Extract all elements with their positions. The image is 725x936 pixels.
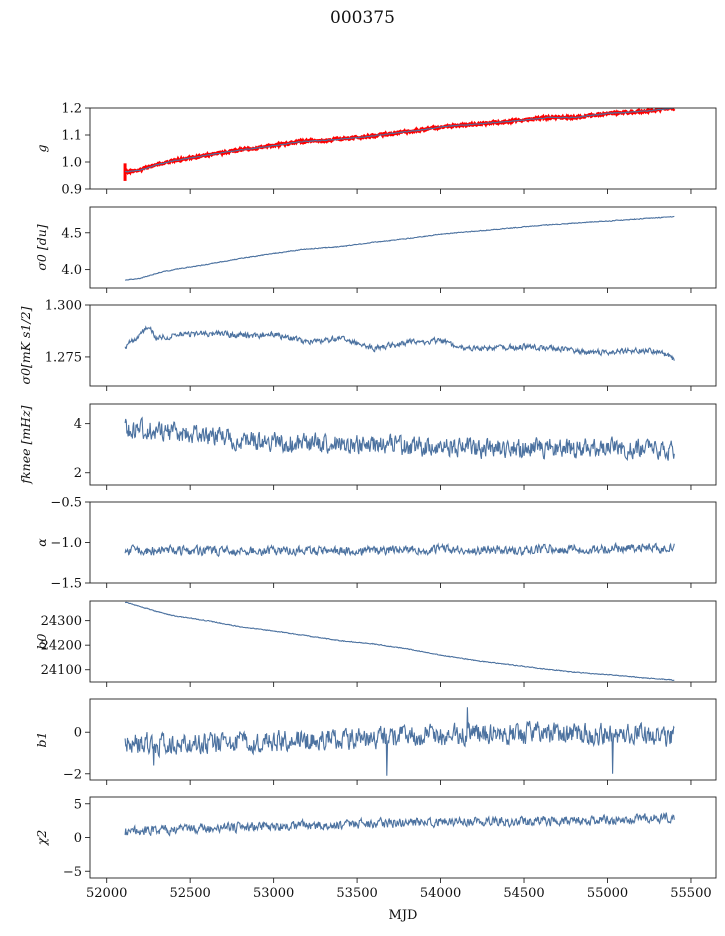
axes-frame bbox=[89, 600, 717, 683]
x-tick-label: 54500 bbox=[503, 886, 544, 901]
subplot-2: 4.0 4.5 σ0 [du] bbox=[34, 206, 717, 293]
y-axis-label: b1 bbox=[34, 732, 49, 748]
y-axis-label: σ0 [du] bbox=[34, 224, 49, 270]
series-line-6-1 bbox=[124, 601, 675, 681]
series-line-4-1 bbox=[124, 416, 675, 462]
series-line-3-1 bbox=[124, 325, 675, 361]
y-tick-label: 1.300 bbox=[45, 299, 82, 314]
y-tick-label: 1.2 bbox=[61, 102, 82, 117]
y-tick-label: 0.9 bbox=[61, 183, 82, 198]
y-tick-label: 4.5 bbox=[61, 226, 82, 241]
y-tick-label: 1.1 bbox=[61, 129, 82, 144]
subplot-7: −2 0 b1 bbox=[34, 698, 717, 785]
y-tick-label: 4 bbox=[74, 417, 82, 432]
series-line-8-1 bbox=[124, 812, 675, 837]
subplot-8: −5 0 5 52000 52500 53000 53500 54000 54500 55000 5… bbox=[34, 796, 717, 901]
x-tick-label: 55000 bbox=[587, 886, 628, 901]
y-tick-label: −0.5 bbox=[50, 496, 82, 511]
axes-frame bbox=[89, 304, 717, 387]
y-axis-label: α bbox=[34, 538, 49, 547]
y-tick-label: 24200 bbox=[41, 639, 82, 654]
y-tick-label: 1.275 bbox=[45, 350, 82, 365]
axes-frame bbox=[89, 698, 717, 781]
x-axis-label: MJD bbox=[388, 908, 418, 923]
y-tick-label: 24300 bbox=[41, 614, 82, 629]
series-line-2-1 bbox=[125, 215, 675, 281]
x-tick-label: 55500 bbox=[670, 886, 711, 901]
y-tick-label: −2 bbox=[63, 767, 82, 782]
subplot-5: −1.5 −1.0 −0.5 α bbox=[34, 496, 717, 592]
axes-frame bbox=[89, 796, 717, 879]
series-line-1-1 bbox=[124, 108, 676, 176]
y-tick-label: −5 bbox=[63, 865, 82, 880]
axes-frame bbox=[89, 501, 717, 584]
y-tick-label: 24100 bbox=[41, 663, 82, 678]
axes-frame bbox=[89, 403, 717, 486]
y-tick-label: 0 bbox=[74, 831, 82, 846]
y-tick-label: 1.0 bbox=[61, 156, 82, 171]
x-tick-label: 54000 bbox=[420, 886, 461, 901]
series-line-1-2 bbox=[124, 108, 675, 173]
subplot-4: 2 4 fknee [mHz] bbox=[18, 403, 717, 490]
y-tick-label: 2 bbox=[74, 466, 82, 481]
series-line-5-1 bbox=[124, 541, 675, 558]
y-tick-label: 0 bbox=[74, 726, 82, 741]
subplot-3: 1.275 1.300 σ0[mK s1/2] bbox=[18, 299, 717, 391]
y-tick-label: −1.0 bbox=[50, 536, 82, 551]
y-axis-label: fknee [mHz] bbox=[18, 405, 33, 484]
y-axis-label: g bbox=[34, 144, 49, 152]
x-tick-label: 53000 bbox=[253, 886, 294, 901]
y-axis-label: χ2 bbox=[34, 830, 49, 847]
y-axis-label: σ0[mK s1/2] bbox=[18, 306, 33, 384]
x-tick-label: 52000 bbox=[86, 886, 127, 901]
y-tick-label: −1.5 bbox=[50, 577, 82, 592]
axes-frame bbox=[89, 107, 717, 190]
axes-frame bbox=[89, 206, 717, 289]
y-tick-label: 4.0 bbox=[61, 263, 82, 278]
x-tick-label: 53500 bbox=[336, 886, 377, 901]
figure-title: 000375 bbox=[330, 8, 395, 28]
subplot-6: 24100 24200 24300 b0 bbox=[34, 600, 717, 687]
series-line-7-1 bbox=[124, 707, 675, 776]
y-tick-label: 5 bbox=[74, 797, 82, 812]
subplot-1: 0.9 1.0 1.1 1.2 g bbox=[34, 102, 717, 198]
y-axis-label: b0 bbox=[34, 633, 49, 649]
x-tick-label: 52500 bbox=[169, 886, 210, 901]
